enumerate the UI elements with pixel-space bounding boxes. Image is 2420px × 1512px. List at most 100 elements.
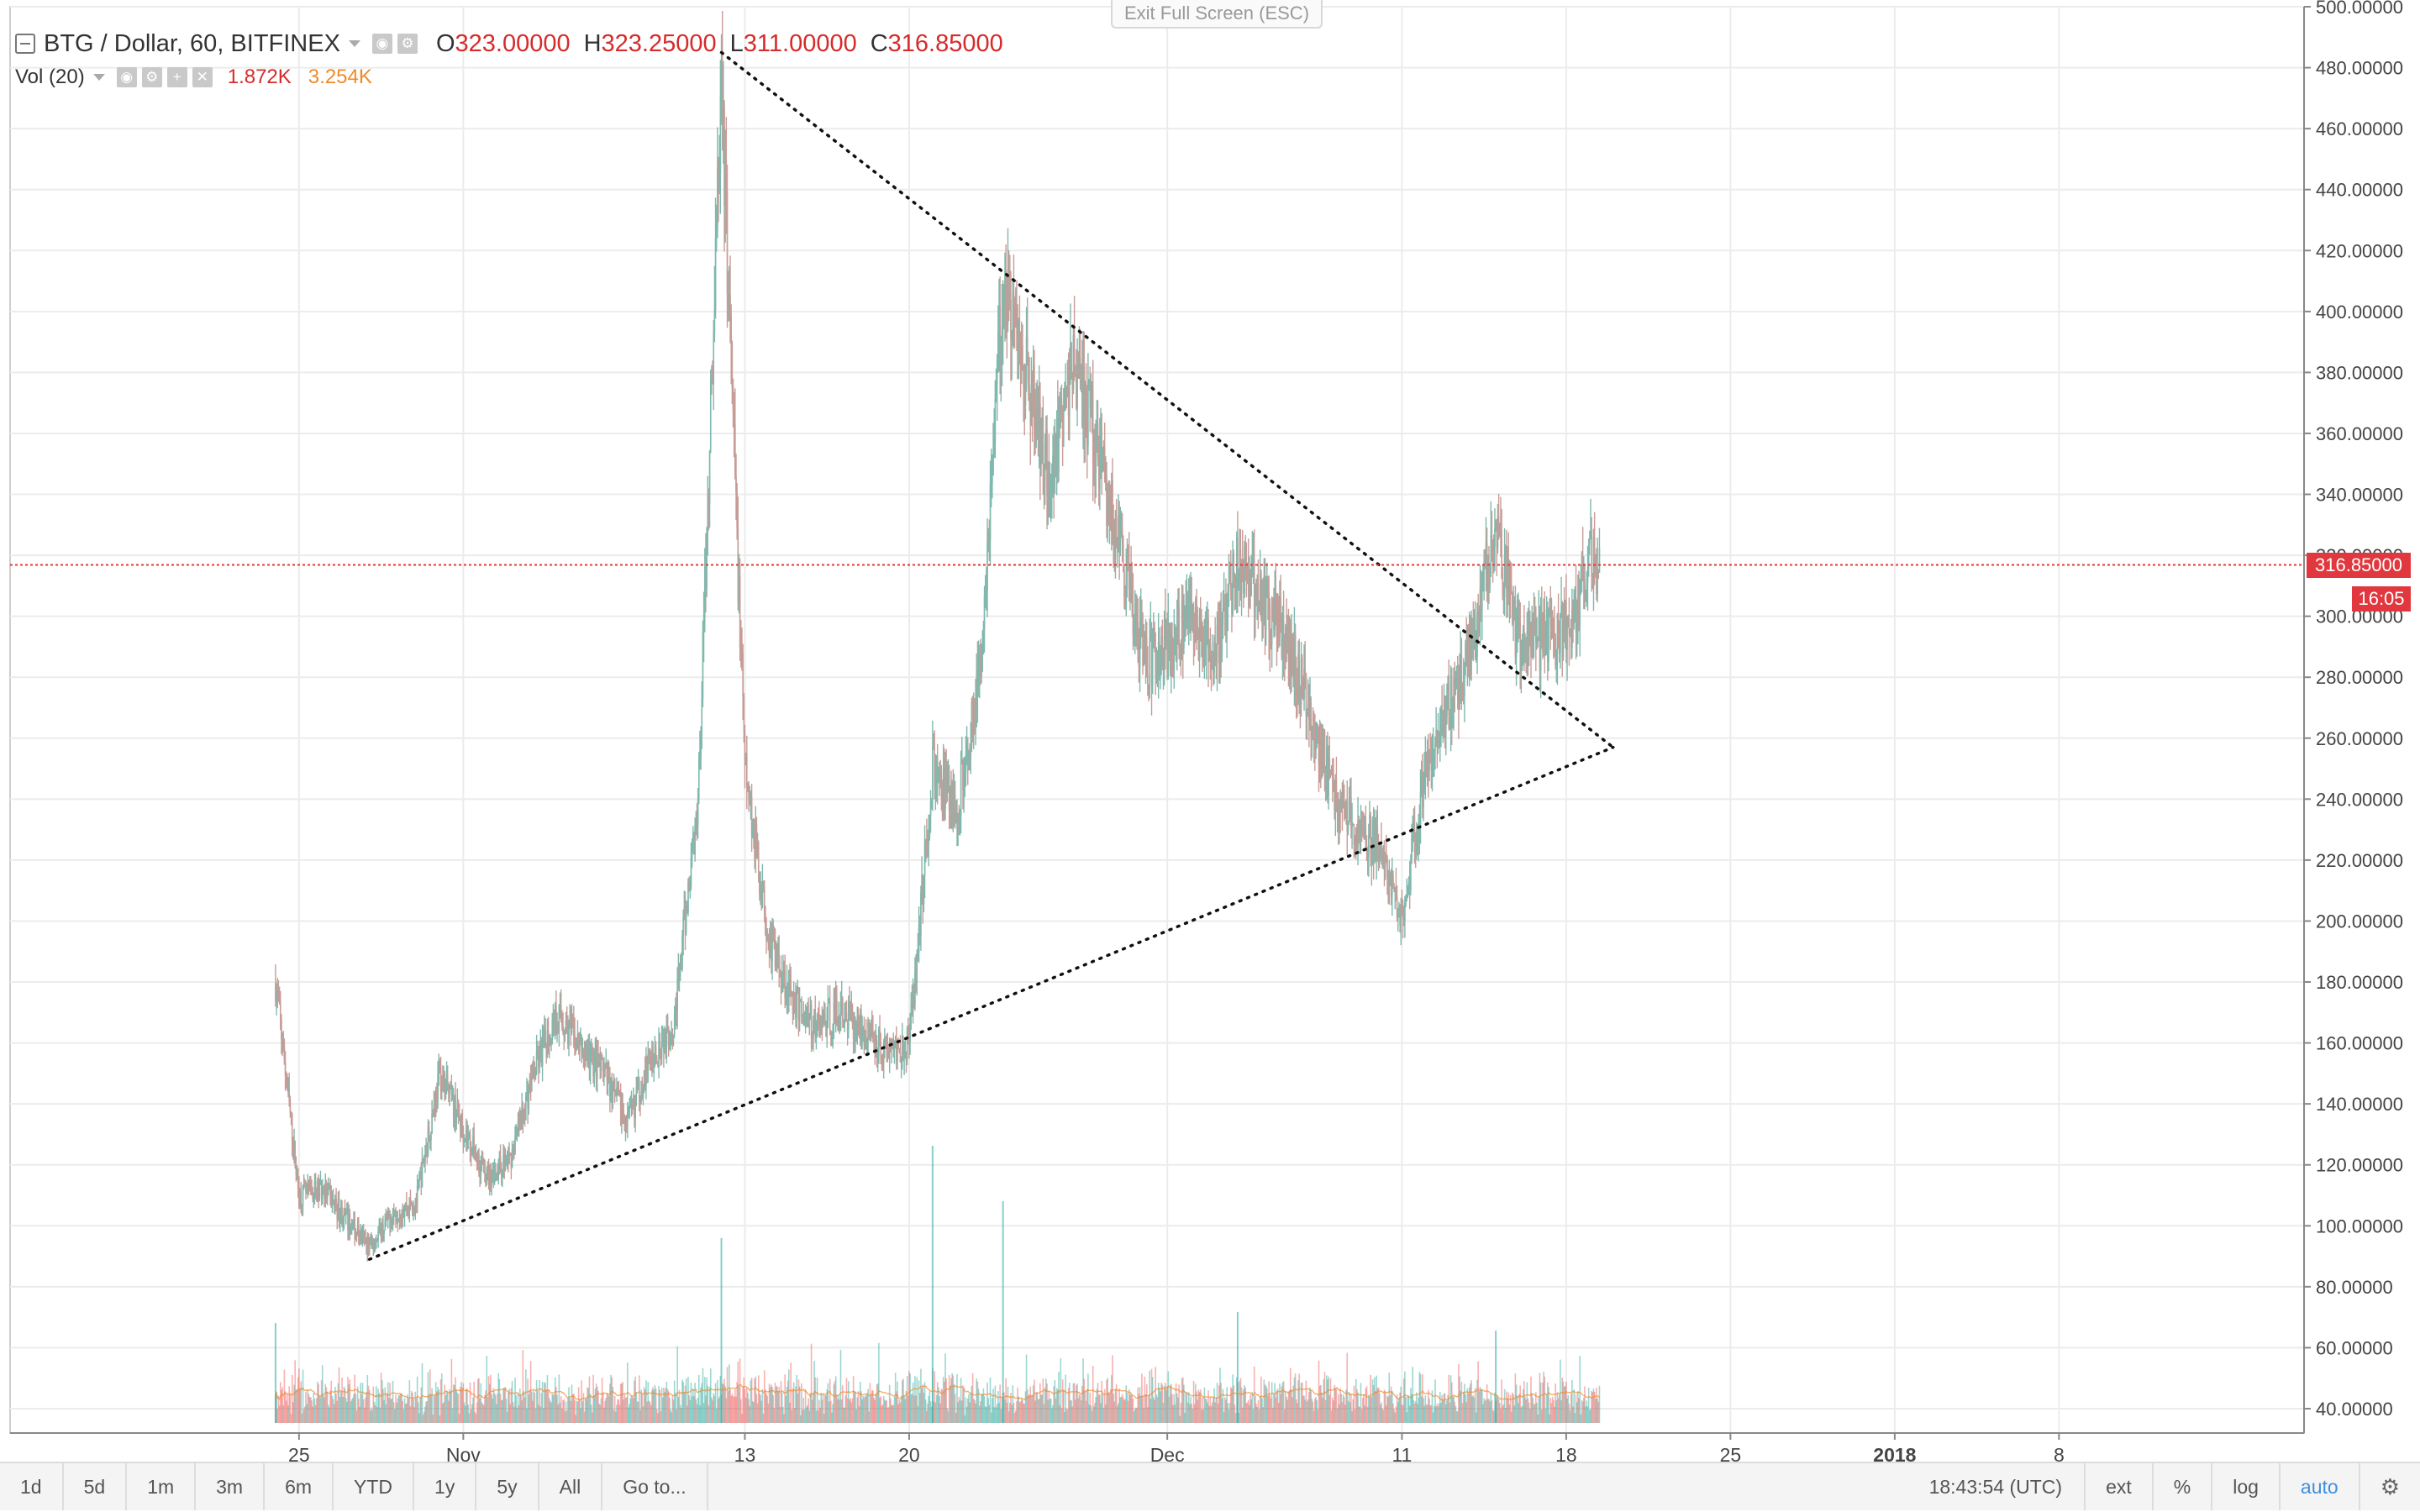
candle-body [629, 1104, 630, 1112]
log-button[interactable]: log [2211, 1463, 2279, 1510]
volume-bar [1181, 1378, 1183, 1423]
range-1y-button[interactable]: 1y [414, 1463, 477, 1510]
volume-bar [1018, 1396, 1020, 1423]
candle-body [1465, 642, 1468, 667]
volume-bar [1567, 1394, 1570, 1423]
candle-body [837, 1019, 839, 1023]
chevron-down-icon[interactable] [92, 74, 105, 81]
range-3m-button[interactable]: 3m [196, 1463, 266, 1510]
candle-body [1428, 751, 1430, 772]
candle-body [600, 1055, 602, 1071]
range-5y-button[interactable]: 5y [476, 1463, 539, 1510]
candle-body [687, 905, 688, 913]
range-ytd-button[interactable]: YTD [334, 1463, 415, 1510]
volume-bar [1217, 1403, 1219, 1423]
candle-body [1563, 605, 1565, 634]
volume-bar [496, 1404, 497, 1423]
volume-bar [1434, 1379, 1436, 1423]
eye-icon[interactable]: ◉ [116, 67, 137, 87]
trendlines[interactable] [367, 50, 1615, 1261]
volume-bar [1160, 1383, 1162, 1423]
close-icon[interactable]: ✕ [192, 67, 213, 87]
volume-bar [1285, 1391, 1286, 1423]
candle-body [530, 1075, 533, 1092]
range-1d-button[interactable]: 1d [0, 1463, 64, 1510]
eye-icon[interactable]: ◉ [371, 34, 392, 54]
volume-bar [1003, 1392, 1005, 1423]
volume-bar [742, 1386, 744, 1423]
price-axis[interactable]: 40.0000060.0000080.00000100.00000120.000… [2303, 0, 2403, 1433]
volume-bar [1560, 1359, 1561, 1423]
candle-body [1573, 601, 1576, 624]
volume-bar [1172, 1404, 1174, 1423]
volume-bar [1532, 1398, 1534, 1423]
volume-bar [580, 1408, 581, 1423]
volume-bar [428, 1394, 430, 1423]
candle-body [475, 1157, 477, 1159]
range-5d-button[interactable]: 5d [64, 1463, 128, 1510]
candle-body [1162, 658, 1165, 667]
plus-icon[interactable]: + [166, 67, 187, 87]
volume-bar [1394, 1412, 1397, 1423]
candle-body [971, 701, 974, 737]
candle-body [444, 1072, 446, 1100]
volume-bar [1186, 1393, 1188, 1423]
exit-fullscreen-button[interactable]: Exit Full Screen (ESC) [1111, 0, 1323, 29]
volume-bar [301, 1413, 303, 1423]
candle-body [729, 294, 731, 318]
percent-button[interactable]: % [2151, 1463, 2211, 1510]
volume-bar [475, 1413, 477, 1423]
volume-bar [360, 1383, 361, 1423]
auto-button[interactable]: auto [2278, 1463, 2359, 1510]
volume-bar [1425, 1404, 1428, 1423]
candle-body [960, 760, 963, 763]
candle-body [1080, 374, 1082, 376]
candle-body [320, 1182, 323, 1199]
candle-body [319, 1182, 322, 1184]
volume-bar [293, 1384, 295, 1423]
volume-bar [402, 1400, 403, 1423]
volume-bar [1518, 1403, 1519, 1423]
candle-body [1072, 335, 1075, 390]
collapse-icon[interactable] [15, 34, 35, 54]
candle-body [798, 1000, 801, 1021]
candle-body [791, 991, 793, 996]
volume-bar [1444, 1393, 1446, 1423]
volume-bar [318, 1395, 321, 1423]
candle-body [697, 799, 699, 826]
volume-bar [493, 1393, 496, 1423]
volume-bar [1138, 1394, 1140, 1423]
symbol-title[interactable]: BTG / Dollar, 60, BITFINEX [44, 30, 340, 58]
gear-icon[interactable]: ⚙ [141, 67, 162, 87]
goto-button[interactable]: Go to... [602, 1463, 708, 1510]
candle-body [1059, 412, 1060, 428]
volume-bar [347, 1377, 349, 1423]
range-all-button[interactable]: All [539, 1463, 603, 1510]
ext-button[interactable]: ext [2084, 1463, 2152, 1510]
chevron-down-icon[interactable] [348, 40, 360, 47]
volume-bar [882, 1396, 885, 1423]
range-1m-button[interactable]: 1m [127, 1463, 197, 1510]
volume-bar [1165, 1389, 1167, 1423]
candle-body [808, 1013, 809, 1019]
gear-icon[interactable]: ⚙ [2358, 1463, 2420, 1510]
price-chart[interactable]: 40.0000060.0000080.00000100.00000120.000… [0, 0, 2420, 1462]
gear-icon[interactable]: ⚙ [397, 34, 418, 54]
volume-bar [1297, 1380, 1299, 1423]
volume-bar [349, 1379, 351, 1423]
volume-bar [1455, 1410, 1458, 1423]
candle-body [1567, 618, 1570, 624]
candle-body [651, 1056, 653, 1065]
candle-body [514, 1137, 516, 1153]
candle-body [302, 1184, 304, 1206]
volume-bar [1205, 1399, 1207, 1423]
candle-body [944, 767, 946, 809]
volume-bar [552, 1394, 555, 1423]
candle-body [1295, 683, 1297, 696]
candle-body [865, 1030, 867, 1049]
range-6m-button[interactable]: 6m [265, 1463, 334, 1510]
volume-bar [669, 1397, 671, 1423]
candle-body [824, 1013, 826, 1023]
volume-title[interactable]: Vol (20) [15, 66, 85, 89]
time-axis[interactable]: 25 Nov 13 20 Dec 11 18 25 2018 8 [10, 1432, 2304, 1462]
